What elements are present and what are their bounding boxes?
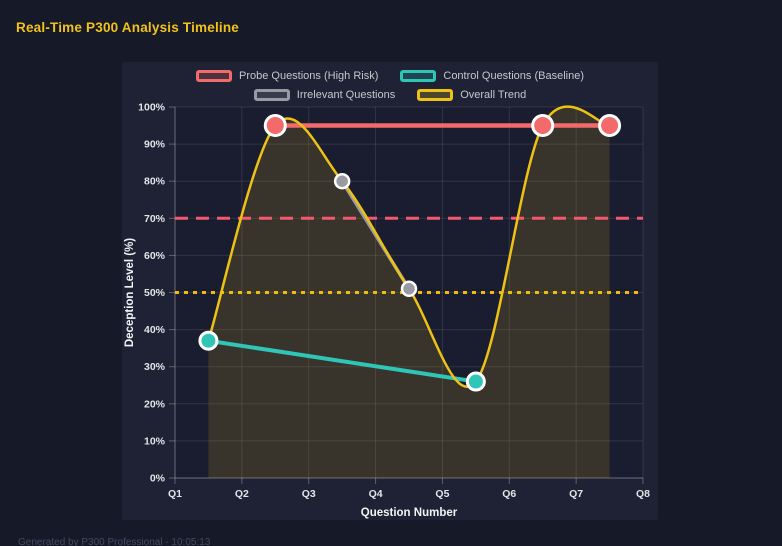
- legend-swatch: [195, 70, 232, 82]
- chart-plot-area[interactable]: 0% 10% 20% 30% 40% 50% 60% 70% 80% 90% 100% Q1 Q2 Q3 Q…: [122, 62, 658, 520]
- y-tick-label: 0%: [150, 473, 166, 485]
- x-tick-label: Q6: [502, 488, 516, 500]
- y-axis-title: Deception Level (%): [124, 238, 136, 347]
- legend-item[interactable]: Control Questions (Baseline): [400, 70, 584, 82]
- y-tick-label: 10%: [144, 435, 166, 447]
- y-tick-label: 80%: [144, 176, 166, 188]
- y-tick-label: 70%: [144, 213, 166, 225]
- legend-swatch: [417, 89, 454, 101]
- series-line: [206, 338, 478, 384]
- y-tick-label: 20%: [144, 398, 166, 410]
- x-tick-label: Q4: [369, 488, 383, 500]
- chart-panel: Probe Questions (High Risk) Control Quest…: [122, 62, 658, 520]
- legend-item[interactable]: Irrelevant Questions: [253, 89, 396, 101]
- x-tick-label: Q3: [302, 488, 316, 500]
- legend-swatch: [253, 89, 290, 101]
- y-tick-label: 60%: [144, 250, 166, 262]
- x-tick-label: Q2: [235, 488, 249, 500]
- y-tick-label: 40%: [144, 324, 166, 336]
- data-point[interactable]: [598, 114, 622, 138]
- data-point[interactable]: [263, 114, 287, 138]
- page-title: Real-Time P300 Analysis Timeline: [16, 20, 240, 35]
- data-point[interactable]: [198, 330, 219, 351]
- data-point[interactable]: [400, 280, 418, 298]
- chart-legend: Probe Questions (High Risk) Control Quest…: [122, 70, 658, 101]
- legend-item-label: Irrelevant Questions: [296, 89, 396, 101]
- y-tick-label: 50%: [144, 287, 166, 299]
- x-axis-title: Question Number: [361, 507, 458, 519]
- legend-item[interactable]: Probe Questions (High Risk): [195, 70, 379, 82]
- data-point[interactable]: [333, 172, 351, 190]
- generated-by-footer: Generated by P300 Professional - 10:05:1…: [18, 537, 211, 546]
- x-tick-label: Q7: [569, 488, 583, 500]
- legend-item-label: Probe Questions (High Risk): [238, 70, 379, 82]
- x-tick-label: Q8: [636, 488, 650, 500]
- legend-item-label: Overall Trend: [460, 89, 527, 101]
- data-point[interactable]: [531, 114, 555, 138]
- x-tick-label: Q1: [168, 488, 182, 500]
- y-tick-label: 100%: [138, 102, 166, 114]
- legend-item-label: Control Questions (Baseline): [443, 70, 584, 82]
- data-point[interactable]: [465, 371, 486, 392]
- y-tick-label: 30%: [144, 361, 166, 373]
- legend-item[interactable]: Overall Trend: [417, 89, 526, 101]
- y-tick-label: 90%: [144, 139, 166, 151]
- legend-swatch: [400, 70, 437, 82]
- x-tick-label: Q5: [435, 488, 449, 500]
